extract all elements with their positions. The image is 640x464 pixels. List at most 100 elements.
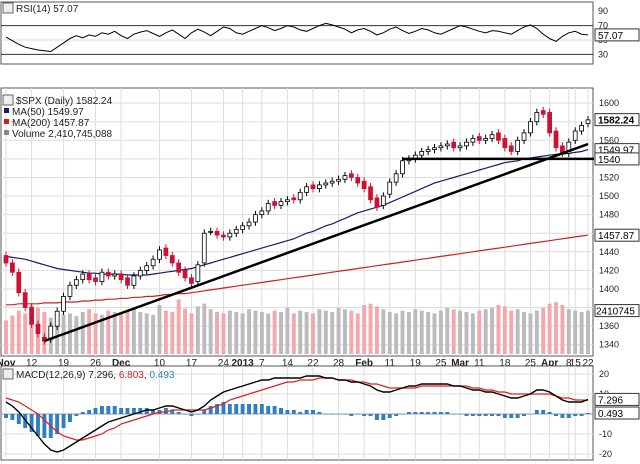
volume-bar <box>573 310 578 354</box>
macd-hist-bar <box>330 414 335 415</box>
macd-hist-bar <box>112 406 117 414</box>
rsi-label: RSI(14) <box>16 4 50 15</box>
candle <box>61 292 66 315</box>
candle <box>105 268 111 280</box>
candle <box>22 288 28 312</box>
macd-hist-bar <box>458 414 463 415</box>
candle-body <box>35 323 41 334</box>
x-tick-label: 2013 <box>232 358 255 369</box>
candle <box>489 131 495 143</box>
candle <box>137 266 143 280</box>
candle-body <box>291 197 297 201</box>
volume-bar <box>42 312 47 354</box>
volume-bar <box>259 312 264 354</box>
candle <box>432 144 437 154</box>
candle-body <box>400 160 405 175</box>
candle <box>291 194 297 204</box>
uptrend-line <box>43 142 589 343</box>
candle <box>272 197 277 210</box>
macd-menu-icon[interactable] <box>2 368 14 380</box>
volume-bar <box>362 305 367 354</box>
macd-hist-bar <box>509 414 514 418</box>
candle-body <box>349 173 354 178</box>
candle <box>572 127 578 145</box>
rsi-value: 57.07 <box>53 4 78 15</box>
volume-bar <box>438 310 443 354</box>
candle-body <box>310 184 316 190</box>
volume-bar <box>157 305 162 354</box>
macd-hist-bar <box>541 410 546 414</box>
candle-body <box>457 145 463 149</box>
candle-body <box>67 284 73 297</box>
price-menu-icon[interactable] <box>2 94 14 106</box>
macd-hist-bar <box>10 414 15 420</box>
price-tick-label: 1400 <box>599 284 619 294</box>
candle-body <box>534 112 540 123</box>
macd-hist-bar <box>579 414 584 416</box>
volume-bars <box>4 299 590 354</box>
x-tick-label: 7 <box>259 358 265 369</box>
price-tick-label: 1600 <box>599 98 619 108</box>
price-tick-label: 1440 <box>599 247 619 257</box>
macd-hist-bar <box>106 406 111 414</box>
macd-hist-bar <box>566 414 571 418</box>
macd-tick-label: -20 <box>599 449 612 459</box>
candle <box>393 170 399 186</box>
candle <box>169 251 175 267</box>
candle-body <box>259 210 265 216</box>
candle-body <box>476 136 482 141</box>
legend-entry: MA(50) 1549.97 <box>12 107 84 118</box>
candle <box>233 225 239 237</box>
x-tick-label: 19 <box>410 358 422 369</box>
macd-hist-bar <box>87 410 92 414</box>
rsi-menu-icon[interactable] <box>2 2 14 14</box>
candle-body <box>265 203 271 212</box>
candle <box>304 183 309 197</box>
candle-body <box>483 138 489 141</box>
candle <box>10 259 15 276</box>
macd-hist-bar <box>279 408 283 414</box>
volume-bar <box>202 303 207 354</box>
macd-hist-bar <box>477 414 482 416</box>
macd-hist-bar <box>400 414 405 415</box>
candle <box>585 116 591 128</box>
macd-hist-bar <box>419 412 424 414</box>
price-frame <box>0 87 594 357</box>
macd-hist-bar <box>387 414 392 418</box>
volume-bar <box>413 309 418 354</box>
candle <box>201 229 207 267</box>
candle <box>150 255 156 270</box>
macd-tick-label: -10 <box>599 429 612 439</box>
price-tick-label: 1360 <box>599 321 619 331</box>
candle-body <box>278 201 284 206</box>
macd-hist-bar <box>227 404 232 414</box>
candle <box>400 157 405 178</box>
macd-hist-bar <box>298 412 303 414</box>
x-tick-label: 17 <box>186 358 198 369</box>
macd-hist-bar <box>208 406 213 414</box>
candle <box>534 108 540 126</box>
candle <box>176 259 182 276</box>
macd-hist-bar <box>99 406 104 414</box>
volume-bar <box>522 312 527 354</box>
macd-hist-bar <box>483 414 488 416</box>
rsi-legend: RSI(14) 57.07 <box>16 4 79 15</box>
volume-bar <box>470 313 475 354</box>
volume-bar <box>458 310 463 354</box>
candle-body <box>444 143 450 147</box>
candle-body <box>189 277 194 284</box>
macd-hist-bar <box>343 414 347 415</box>
volume-bar <box>349 310 354 354</box>
macd-hist-bar <box>285 410 290 414</box>
candle <box>540 106 546 119</box>
volume-bar <box>304 312 309 354</box>
volume-bar <box>189 313 194 354</box>
macd-hist-bar <box>336 414 341 415</box>
candle <box>214 227 220 239</box>
rsi-tick-label: 70 <box>598 21 608 31</box>
x-tick-label: 15 <box>570 358 582 369</box>
x-tick-label: 10 <box>154 358 166 369</box>
candle-body <box>3 255 9 264</box>
candle-body <box>201 232 207 264</box>
volume-bar <box>144 313 149 354</box>
